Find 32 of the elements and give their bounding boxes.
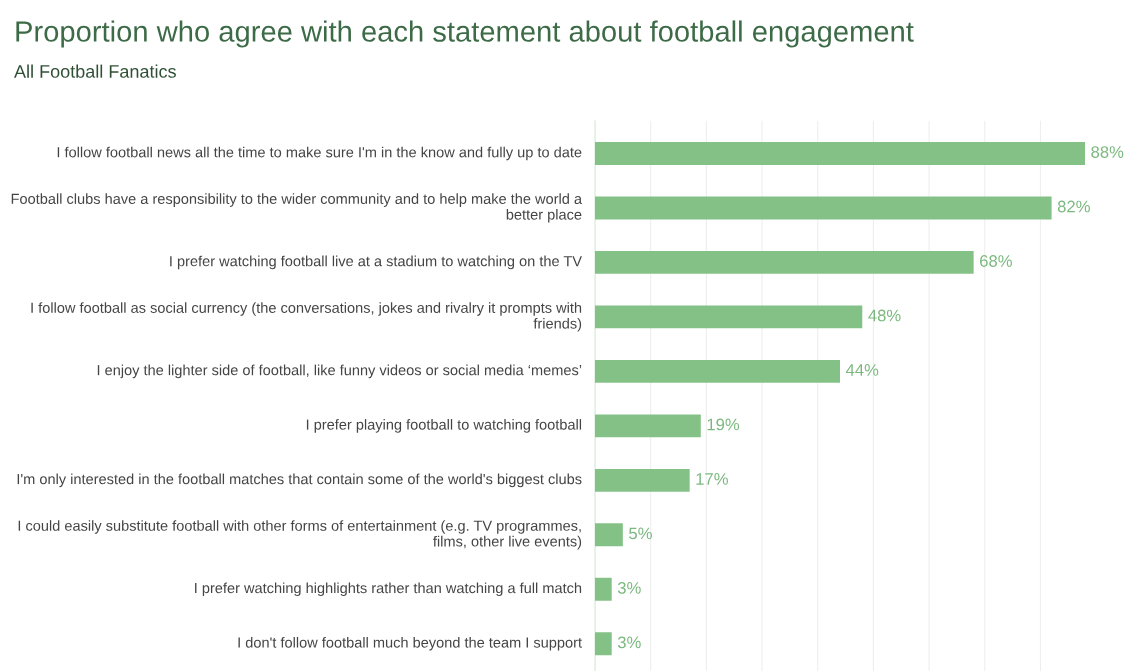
data-label: 68% — [980, 255, 1012, 267]
bar — [595, 468, 690, 492]
y-tick-label: I enjoy the lighter side of football, like funny videos or social media ‘memes’ — [97, 364, 582, 379]
text: All Football Fanatics — [14, 64, 176, 78]
data-label: 3% — [617, 581, 641, 594]
bar — [595, 196, 1052, 220]
y-tick-label: Football clubs have a responsibility to the wider community and to help make the world a better place — [11, 193, 583, 223]
bar — [595, 577, 612, 601]
data-label: 82% — [1057, 200, 1090, 213]
bar — [595, 523, 623, 547]
data-label: 19% — [707, 418, 740, 431]
bar — [595, 632, 612, 656]
bar — [595, 414, 701, 438]
y-tick-label: I prefer playing football to watching football — [306, 419, 582, 433]
chart-title: Proportion who agree with each statement about football engagement — [16, 20, 914, 48]
y-tick-label: I prefer watching football live at a stadium to watching on the TV — [170, 255, 582, 270]
bar — [595, 359, 840, 383]
data-label: 44% — [845, 364, 879, 376]
bar — [595, 250, 974, 274]
y-tick-label: I'm only interested in the football matches that contain some of the world's biggest clubs — [17, 473, 582, 488]
y-tick-label: I don't follow football much beyond the team I support — [238, 636, 582, 651]
bar — [595, 305, 863, 329]
data-label: 3% — [617, 636, 641, 649]
data-label: 5% — [629, 527, 652, 540]
y-tick-label: I follow football as social currency (the conversations, jokes and rivalry it prompts with friends) — [31, 302, 582, 332]
data-label: 88% — [1091, 146, 1124, 158]
bar — [595, 142, 1085, 165]
y-tick-label: I prefer watching highlights rather than watching a full match — [195, 582, 582, 597]
data-label: 48% — [868, 309, 901, 322]
data-label: 17% — [696, 473, 728, 485]
y-tick-label: I could easily substitute football with other forms of entertainment (e.g. TV programmes, films, other live events) — [18, 520, 582, 550]
y-tick-label: I follow football news all the time to make sure I'm in the know and fully up to date — [57, 146, 582, 161]
